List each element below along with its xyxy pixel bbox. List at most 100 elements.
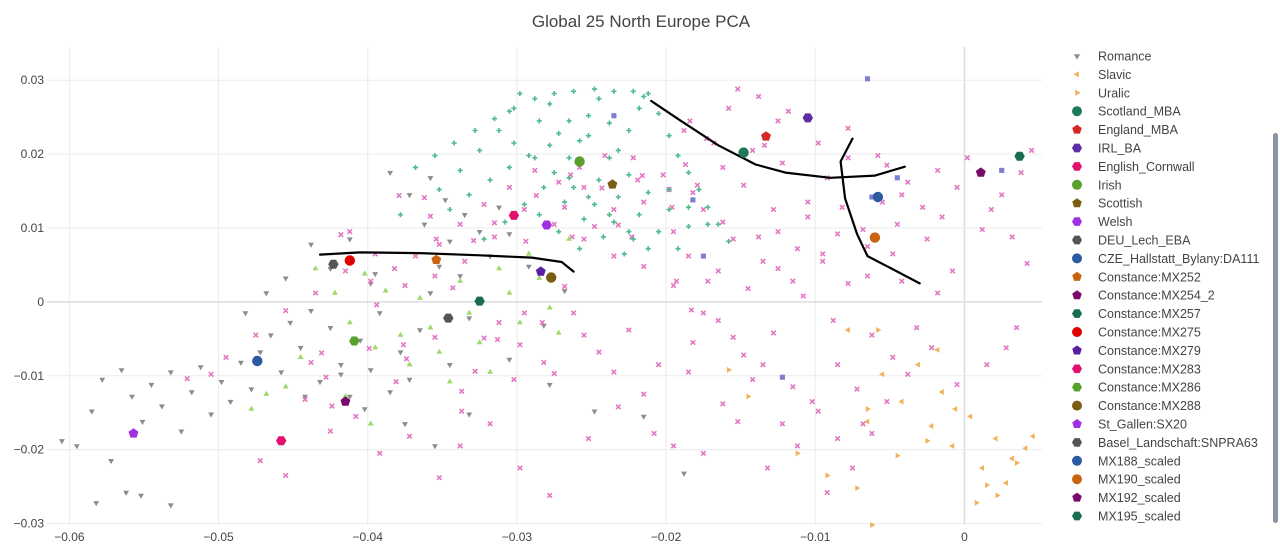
data-point (985, 482, 991, 489)
data-point (457, 221, 464, 228)
data-point (577, 246, 583, 252)
data-point (983, 361, 990, 368)
legend-item[interactable]: Welsh (1072, 215, 1133, 229)
data-point (939, 214, 945, 220)
sample-constance-mx279 (535, 266, 546, 276)
data-point (457, 167, 463, 173)
legend-item[interactable]: Irish (1072, 178, 1122, 192)
data-point (317, 380, 323, 386)
data-point (715, 317, 722, 324)
data-point (342, 268, 349, 274)
data-point (645, 189, 651, 196)
data-point (630, 236, 636, 242)
legend-label: Welsh (1098, 215, 1133, 229)
data-point (302, 396, 308, 403)
data-point (730, 334, 737, 341)
data-point (329, 403, 335, 409)
legend-scrollbar[interactable] (1273, 133, 1278, 523)
data-point (998, 191, 1005, 198)
data-point (472, 127, 478, 134)
data-point (248, 405, 255, 411)
data-point (988, 206, 995, 213)
legend-label: Constance:MX283 (1098, 362, 1201, 376)
data-point (481, 335, 487, 341)
data-point (688, 307, 695, 313)
x-tick-label: −0.06 (54, 530, 85, 544)
data-point (433, 236, 440, 242)
y-tick-label: 0.02 (21, 147, 45, 161)
legend-item[interactable]: DEU_Lech_EBA (1072, 234, 1191, 248)
legend-item[interactable]: Slavic (1073, 68, 1131, 82)
data-point (546, 492, 553, 499)
y-tick-label: 0 (37, 295, 44, 309)
legend-item[interactable]: IRL_BA (1072, 142, 1142, 156)
data-point (625, 327, 632, 333)
data-point (1014, 459, 1020, 466)
legend-item[interactable]: England_MBA (1072, 123, 1179, 137)
legend-item[interactable]: Uralic (1075, 86, 1130, 100)
data-point (158, 404, 165, 410)
data-point (402, 282, 408, 289)
legend-item[interactable]: MX188_scaled (1072, 454, 1181, 468)
legend-item[interactable]: Constance:MX288 (1072, 399, 1201, 413)
data-point (727, 366, 733, 373)
data-point (446, 363, 453, 369)
legend-item[interactable]: Scottish (1072, 197, 1143, 211)
data-point (815, 140, 822, 146)
legend-item[interactable]: Constance:MX252 (1072, 270, 1201, 284)
data-point (257, 457, 264, 464)
data-point (585, 133, 592, 139)
legend-item[interactable]: CZE_Hallstatt_Bylany:DA111 (1072, 252, 1259, 266)
data-point (636, 105, 642, 111)
data-point (570, 310, 577, 316)
series-reference (611, 76, 1005, 380)
data-point (1008, 455, 1014, 462)
legend-item[interactable]: Constance:MX283 (1072, 362, 1201, 376)
legend-label: Romance (1098, 50, 1152, 64)
data-point (934, 290, 941, 296)
legend-item[interactable]: St_Gallen:SX20 (1072, 418, 1187, 432)
data-point (630, 88, 636, 94)
data-point (954, 381, 960, 388)
legend-item[interactable]: Constance:MX254_2 (1072, 289, 1215, 303)
legend-item[interactable]: English_Cornwall (1072, 160, 1195, 174)
legend-item[interactable]: Constance:MX286 (1072, 381, 1201, 395)
data-point (700, 253, 706, 259)
legend-label: Constance:MX286 (1098, 381, 1201, 395)
data-point (521, 206, 528, 213)
data-point (864, 243, 871, 250)
legend-marker (1072, 143, 1082, 153)
legend-item[interactable]: MX195_scaled (1072, 510, 1181, 524)
data-point (551, 370, 558, 377)
data-point (585, 113, 592, 119)
data-point (928, 344, 935, 351)
data-point (327, 428, 334, 435)
legend-item[interactable]: Constance:MX279 (1072, 344, 1201, 358)
y-tick-label: −0.02 (14, 443, 45, 457)
data-point (895, 452, 901, 459)
legend-item[interactable]: MX190_scaled (1072, 473, 1181, 487)
sample-basel-landschaft-snpra63 (443, 313, 454, 323)
legend-label: MX190_scaled (1098, 473, 1181, 487)
data-point (864, 273, 871, 279)
legend-label: CZE_Hallstatt_Bylany:DA111 (1098, 252, 1259, 266)
legend-item[interactable]: Constance:MX257 (1072, 307, 1201, 321)
data-point (804, 199, 811, 205)
annotation-curve (318, 251, 575, 273)
data-point (949, 268, 956, 274)
data-point (540, 323, 547, 329)
legend-item[interactable]: Basel_Landschaft:SNPRA63 (1072, 436, 1258, 450)
data-point (367, 420, 374, 426)
legend-item[interactable]: Scotland_MBA (1072, 105, 1181, 119)
data-point (540, 359, 547, 366)
sample-st-gallen-sx20 (128, 428, 139, 438)
legend[interactable]: Romance Slavic Uralic Scotland_MBA England_M… (1072, 50, 1259, 524)
legend-item[interactable]: Constance:MX275 (1072, 326, 1201, 340)
data-point (546, 304, 553, 310)
data-point (875, 152, 881, 159)
data-point (427, 324, 434, 330)
legend-item[interactable]: Romance (1073, 50, 1152, 64)
legend-item[interactable]: MX192_scaled (1072, 491, 1181, 505)
data-point (496, 265, 502, 271)
legend-marker (1072, 162, 1082, 171)
